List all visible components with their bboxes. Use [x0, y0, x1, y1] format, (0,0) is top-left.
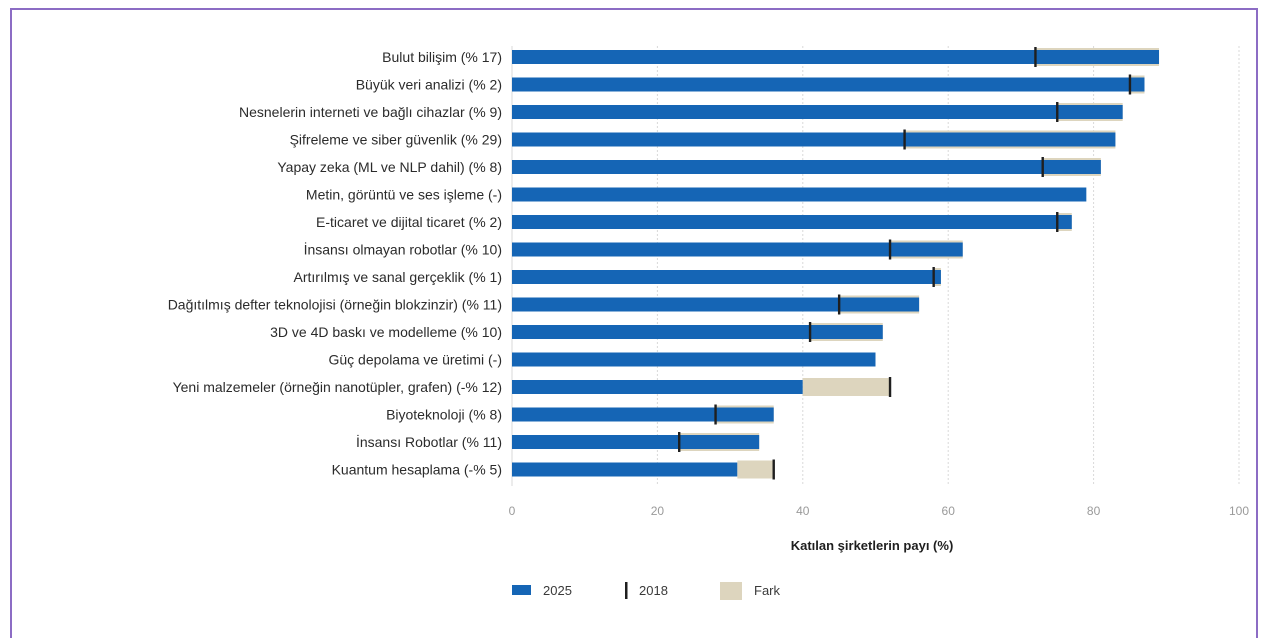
category-label: Şifreleme ve siber güvenlik (% 29) — [290, 132, 502, 148]
bar-2025-segment — [1057, 105, 1123, 119]
bar-2025 — [512, 270, 934, 284]
bar-fark — [737, 460, 774, 479]
bar-fark — [802, 378, 891, 396]
bar-2025 — [512, 77, 1130, 92]
bar-2025-segment — [1129, 77, 1145, 92]
legend-label-fark: Fark — [754, 583, 781, 598]
bar-2025-segment — [679, 435, 760, 449]
bar-2025 — [512, 105, 1058, 119]
category-label: Biyoteknoloji (% 8) — [386, 407, 502, 423]
legend-swatch-2018 — [625, 582, 628, 599]
category-label: Bulut bilişim (% 17) — [382, 49, 502, 65]
bar-2025-segment — [1042, 160, 1101, 174]
category-labels: Bulut bilişim (% 17) Büyük veri analizi (… — [168, 49, 502, 478]
bar-2025-segment — [933, 270, 941, 284]
bar-2025 — [512, 160, 1043, 174]
bar-2025 — [512, 215, 1058, 229]
chart-frame — [10, 8, 1258, 638]
bar-2025 — [512, 242, 891, 257]
bar-2025-segment — [1035, 50, 1160, 64]
category-label: E-ticaret ve dijital ticaret (% 2) — [316, 214, 502, 230]
x-axis-title: Katılan şirketlerin payı (%) — [791, 538, 954, 553]
marker-2018 — [888, 239, 892, 260]
bar-2025 — [512, 352, 876, 367]
x-tick-label: 0 — [509, 504, 516, 518]
category-label: Metin, görüntü ve ses işleme (-) — [306, 187, 502, 203]
category-label: İnsansı olmayan robotlar (% 10) — [304, 241, 502, 258]
bar-2025 — [512, 380, 803, 394]
marker-2018 — [1041, 157, 1044, 177]
bar-2025 — [512, 50, 1036, 64]
marker-2018 — [808, 322, 812, 342]
marker-2018 — [837, 294, 841, 315]
category-label: Büyük veri analizi (% 2) — [356, 77, 502, 93]
marker-2018 — [932, 267, 935, 287]
bar-2025-segment — [1057, 215, 1072, 229]
legend-swatch-2025 — [512, 585, 531, 595]
marker-2018 — [1056, 212, 1059, 232]
x-tick-label: 80 — [1087, 504, 1101, 518]
bar-2025 — [512, 435, 680, 449]
category-label: Artırılmış ve sanal gerçeklik (% 1) — [294, 269, 503, 285]
marker-2018 — [1034, 47, 1037, 67]
legend: 2025 2018 Fark — [512, 582, 781, 600]
bar-2025 — [512, 132, 905, 147]
marker-2018 — [678, 432, 681, 452]
category-label: Nesnelerin interneti ve bağlı cihazlar (… — [239, 104, 502, 120]
bars — [512, 47, 1160, 480]
category-label: Yapay zeka (ML ve NLP dahil) (% 8) — [277, 159, 502, 175]
marker-2018 — [903, 129, 906, 150]
x-tick-label: 100 — [1229, 504, 1249, 518]
marker-2018 — [772, 459, 775, 480]
x-tick-label: 60 — [942, 504, 956, 518]
bar-2025-segment — [810, 325, 883, 339]
bar-2025 — [512, 187, 1087, 202]
bar-2025 — [512, 297, 840, 312]
legend-label-2018: 2018 — [639, 583, 668, 598]
legend-label-2025: 2025 — [543, 583, 572, 598]
bar-2025 — [512, 325, 811, 339]
bar-2025-segment — [890, 242, 963, 257]
marker-2018 — [1056, 102, 1059, 122]
category-label: Yeni malzemeler (örneğin nanotüpler, gra… — [173, 379, 502, 395]
category-label: İnsansı Robotlar (% 11) — [356, 433, 502, 450]
bar-2025-segment — [839, 297, 920, 312]
bar-2025-segment — [715, 407, 774, 422]
x-tick-label: 40 — [796, 504, 810, 518]
marker-2018 — [888, 377, 892, 397]
category-label: Güç depolama ve üretimi (-) — [328, 352, 502, 368]
legend-swatch-fark — [720, 582, 742, 600]
bar-2025 — [512, 462, 738, 477]
category-label: Dağıtılmış defter teknolojisi (örneğin b… — [168, 297, 502, 313]
bar-2025-segment — [904, 132, 1116, 147]
category-label: Kuantum hesaplama (-% 5) — [332, 462, 502, 478]
category-label: 3D ve 4D baskı ve modelleme (% 10) — [270, 324, 502, 340]
x-tick-labels: 0 20 40 60 80 100 — [509, 504, 1250, 518]
bar-2025 — [512, 407, 716, 422]
x-tick-label: 20 — [651, 504, 665, 518]
marker-2018 — [714, 404, 717, 425]
marker-2018 — [1128, 74, 1132, 95]
